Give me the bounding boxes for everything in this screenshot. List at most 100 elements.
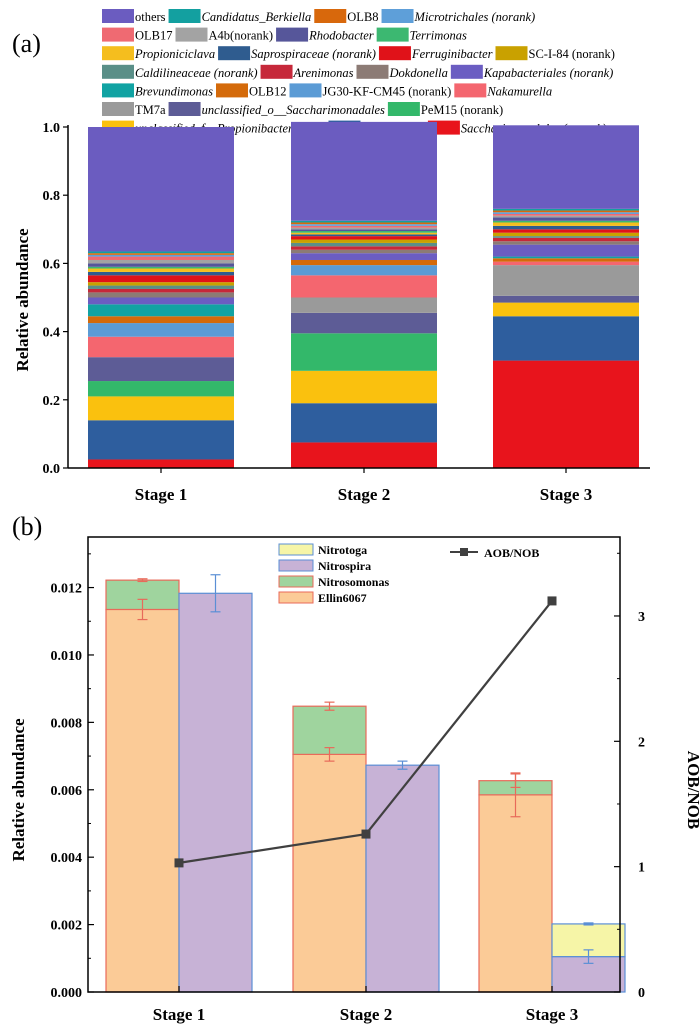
bar-stage-1-ellin6067: [105, 608, 180, 993]
bar-stage-1-olb17: [88, 256, 234, 260]
bar-stage-2-a4b-norank: [291, 227, 437, 230]
bar-stage-1-saccharimonadales-norank: [88, 459, 234, 468]
legend-row: OLB17 A4b(norank) Rhodobacter Terrimonas: [102, 27, 467, 43]
bar-stage-1-terrimonas: [88, 266, 234, 269]
bar-stage-2-nitrospira: [365, 764, 440, 993]
y-tick-label: 0.8: [43, 189, 61, 204]
legend-label-olb12: OLB12: [249, 84, 287, 98]
y-tick-label: 0.010: [51, 649, 83, 664]
legend-swatch-olb12: [216, 83, 248, 98]
legend-label-a4b-norank: A4b(norank): [209, 29, 274, 43]
bar-stage-3-rhodobacter: [493, 217, 639, 221]
bar-stage-3-ellin6067: [478, 794, 553, 993]
y-tick-label: 0.6: [43, 257, 61, 272]
bar-stage-1-brevundimonas: [88, 304, 234, 317]
bar-stage-3-caldilineaceae-norank: [493, 236, 639, 238]
bar-stage-3-olb8: [493, 210, 639, 213]
panel-b-ratio-line: [174, 596, 557, 868]
legend-label-unclassified-o-saccharimonadales: unclassified_o__Saccharimonadales: [202, 103, 385, 117]
bar-stage-3-sc-i-84-norank: [493, 232, 639, 237]
legend-label-propioniciclava: Propioniciclava: [134, 47, 215, 61]
bar-stage-1-ferruginibacter: [88, 275, 234, 283]
bar-stage-1-olb12: [88, 316, 234, 324]
bar-stage-1-olb8: [88, 253, 234, 255]
bar-stage-3-micropruina: [493, 316, 639, 361]
y-tick-label: 0.008: [51, 716, 83, 731]
legend-swatch-nakamurella: [454, 83, 487, 98]
bar-stage-1-unclassified-o-saccharimonadales: [88, 357, 234, 382]
y-tick-label: 0.002: [51, 919, 83, 934]
y2-tick-label: 0: [638, 986, 645, 1001]
panel-b: (b) Stage 1 Stage 2 Stage 3 0.000 0.002 0.004…: [9, 512, 700, 1024]
legend-swatch-ellin6067: [278, 591, 314, 604]
bar-stage-3-kapabacteriales-norank: [493, 244, 639, 257]
legend-swatch-jg30-kf-cm45-norank: [289, 83, 322, 98]
aob-nob-point-stage-2: [361, 829, 371, 839]
legend-label-aob-nob: AOB/NOB: [484, 546, 539, 560]
bar-stage-1-propioniciclava: [88, 268, 234, 272]
bar-stage-3-ferruginibacter: [493, 229, 639, 233]
bar-stage-3-tm7a: [493, 265, 639, 296]
legend-label-microtrichales-norank: Microtrichales (norank): [414, 10, 536, 24]
legend-label-others: others: [135, 10, 166, 24]
legend-label-caldilineaceae-norank: Caldilineaceae (norank): [135, 66, 258, 80]
legend-label-saprospiraceae-norank: Saprospiraceae (norank): [251, 47, 376, 61]
y-tick-label: 0.0: [43, 462, 61, 477]
legend-label-jg30-kf-cm45-norank: JG30-KF-CM45 (norank): [323, 84, 452, 98]
legend-swatch-propioniciclava: [102, 46, 134, 61]
legend-swatch-olb8: [314, 9, 347, 23]
bar-stage-2-jg30-kf-cm45-norank: [291, 265, 437, 276]
bar-stage-3-unclassified-o-saccharimonadales: [493, 295, 639, 303]
bar-stage-2-pem15-norank: [291, 333, 437, 371]
legend-swatch-olb17: [102, 27, 134, 42]
bar-stage-2-dokdonella: [291, 249, 437, 254]
legend-label-tm7a: TM7a: [135, 103, 166, 117]
legend-label-dokdonella: Dokdonella: [389, 66, 448, 80]
panel-b-legend: Nitrotoga Nitrospira Nitrosomonas Ellin6067…: [278, 543, 539, 605]
legend-label-brevundimonas: Brevundimonas: [135, 84, 213, 98]
bar-stage-2-propioniciclava: [291, 232, 437, 235]
bar-stage-2-microtrichales-norank: [291, 224, 437, 226]
bar-stage-1-candidatus-berkiella: [88, 251, 234, 254]
bar-stage-3-unclassified-f-propionibacteriaceae: [493, 302, 639, 317]
bar-stage-1-pem15-norank: [88, 381, 234, 397]
bar-stage-2-saprospiraceae-norank: [291, 234, 437, 237]
aob-nob-point-stage-3: [547, 596, 557, 606]
legend-label-pem15-norank: PeM15 (norank): [421, 103, 503, 117]
legend-label-kapabacteriales-norank: Kapabacteriales (norank): [483, 66, 614, 80]
bar-stage-2-nitrosomonas: [292, 705, 367, 755]
legend-swatch-brevundimonas: [102, 83, 134, 98]
bar-stage-1-arenimonas: [88, 288, 234, 293]
bar-stage-1-saprospiraceae-norank: [88, 271, 234, 276]
legend-swatch-nitrospira: [278, 559, 314, 572]
bar-stage-2-unclassified-f-propionibacteriaceae: [291, 370, 437, 404]
y-tick-label: 0.012: [51, 582, 83, 597]
panel-b-y-axis-title: Relative abundance: [9, 718, 28, 862]
bar-stage-2-saccharimonadales-norank: [291, 442, 437, 468]
panel-a-legend: others Candidatus_Berkiella OLB8 Microtrich…: [102, 9, 615, 136]
bar-stage-2-ferruginibacter: [291, 236, 437, 240]
bar-stage-3-arenimonas: [493, 237, 639, 242]
bar-stage-1-a4b-norank: [88, 259, 234, 264]
legend-row: TM7a unclassified_o__Saccharimonadales PeM…: [102, 102, 503, 117]
bar-stage-2-arenimonas: [291, 246, 437, 250]
bar-stage-3-olb12: [493, 258, 639, 262]
legend-label-sc-i-84-norank: SC-I-84 (norank): [529, 47, 615, 61]
legend-label-candidatus-berkiella: Candidatus_Berkiella: [202, 10, 312, 24]
bar-stage-2-nakamurella: [291, 275, 437, 298]
panel-a-label: (a): [12, 29, 41, 58]
bar-stage-2-sc-i-84-norank: [291, 239, 437, 243]
bar-stage-1-micropruina: [88, 420, 234, 460]
bar-stage-1-microtrichales-norank: [88, 254, 234, 257]
bar-stage-1-dokdonella: [88, 292, 234, 298]
panel-a-axes: Stage 1 Stage 2 Stage 3 0.0 0.2 0.4 0.6 0.8 1.0: [43, 121, 650, 504]
bar-stage-2-caldilineaceae-norank: [291, 242, 437, 247]
legend-swatch-caldilineaceae-norank: [102, 64, 134, 79]
bar-stage-2-unclassified-o-saccharimonadales: [291, 312, 437, 334]
legend-label-rhodobacter: Rhodobacter: [308, 29, 374, 43]
bar-stage-2-candidatus-berkiella: [291, 220, 437, 223]
legend-swatch-terrimonas: [376, 27, 409, 42]
legend-swatch-nitrosomonas: [278, 575, 314, 588]
y2-tick-label: 3: [638, 610, 645, 625]
